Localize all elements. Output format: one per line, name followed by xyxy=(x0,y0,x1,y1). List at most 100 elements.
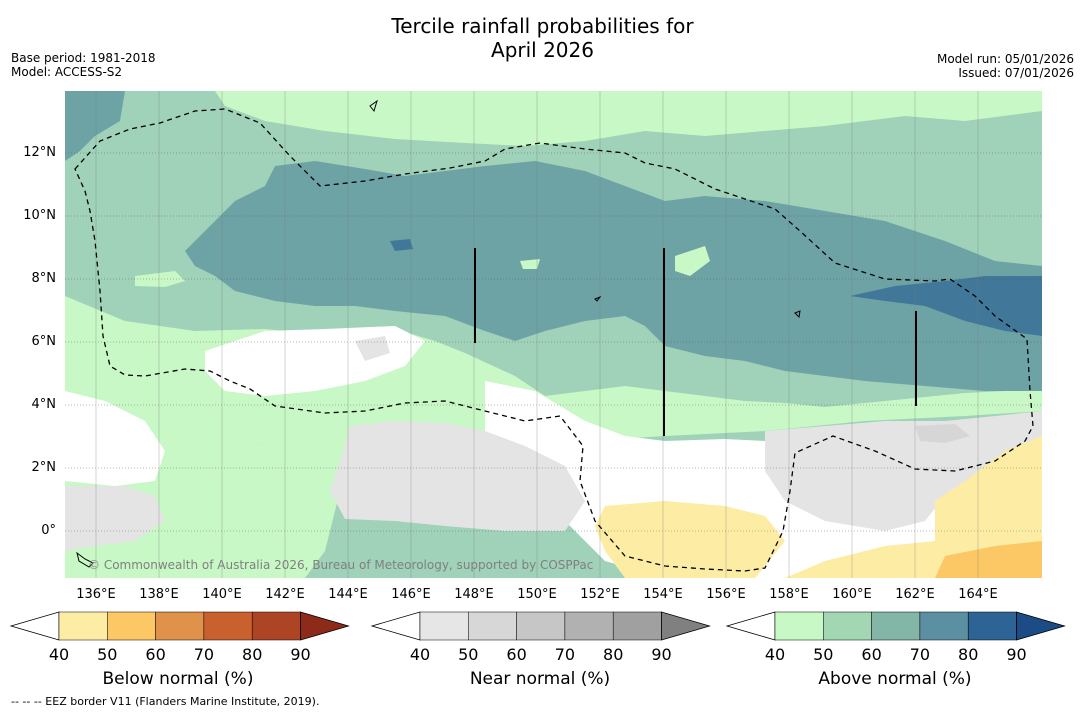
base-period: Base period: 1981-2018 xyxy=(11,51,156,65)
colorbar-extension-high xyxy=(661,611,711,641)
colorbar-segment xyxy=(564,611,614,641)
colorbar-tick-label: 70 xyxy=(910,645,930,664)
colorbar-near-normal: 40 50 60 70 80 90 xyxy=(370,611,711,664)
lat-label-0: 0° xyxy=(41,523,56,538)
colorbar-tick-label: 80 xyxy=(242,645,262,664)
region-near-50-central xyxy=(330,421,585,531)
lon-label-142e: 142°E xyxy=(265,587,305,602)
colorbar-tick-label: 80 xyxy=(603,645,623,664)
title-line-1: Tercile rainfall probabilities for xyxy=(391,14,694,38)
colorbar-above-normal: 40 50 60 70 80 90 xyxy=(725,611,1066,664)
region-above-50-patch3 xyxy=(520,259,540,269)
region-white-southwest xyxy=(65,391,165,486)
colorbar-tick-label: 90 xyxy=(651,645,671,664)
lon-label-156e: 156°E xyxy=(706,587,746,602)
colorbar-tick-label: 50 xyxy=(813,645,833,664)
lon-label-154e: 154°E xyxy=(643,587,683,602)
probability-map xyxy=(65,91,1042,578)
title-line-2: April 2026 xyxy=(491,38,594,62)
lon-label-162e: 162°E xyxy=(895,587,935,602)
colorbar-segment xyxy=(468,611,517,641)
region-near-50-north xyxy=(355,336,390,361)
lat-label-10n: 10°N xyxy=(23,208,56,223)
small-islands xyxy=(76,99,801,568)
colorbar-extension-high xyxy=(300,611,350,641)
colorbar-segment xyxy=(967,611,1017,641)
colorbar-segment xyxy=(251,611,301,641)
lat-label-2n: 2°N xyxy=(31,460,57,475)
colorbar-segment xyxy=(107,611,156,641)
map-title: Tercile rainfall probabilities for April… xyxy=(0,14,1085,62)
colorbar-segment xyxy=(612,611,662,641)
colorbar-tick-label: 40 xyxy=(49,645,69,664)
colorbar-tick-label: 60 xyxy=(861,645,881,664)
legend-title-above: Above normal (%) xyxy=(818,669,972,689)
eez-border xyxy=(74,108,1034,572)
colorbar-tick-label: 90 xyxy=(1006,645,1026,664)
colorbar-segment xyxy=(516,611,566,641)
colorbar-tick-label: 40 xyxy=(765,645,785,664)
colorbar-extension-low xyxy=(370,611,421,641)
island-lines xyxy=(474,248,917,436)
lon-label-160e: 160°E xyxy=(832,587,872,602)
lat-label-6n: 6°N xyxy=(31,334,57,349)
region-near-50-east xyxy=(765,411,1042,531)
lon-label-164e: 164°E xyxy=(958,587,998,602)
region-above-50-patch1 xyxy=(135,271,185,287)
lon-label-152e: 152°E xyxy=(580,587,620,602)
colorbar-extension-low xyxy=(725,611,776,641)
colorbar-segment xyxy=(774,611,824,641)
region-above-70-main xyxy=(185,161,1042,391)
lon-label-136e: 136°E xyxy=(76,587,116,602)
region-above-50-patch2 xyxy=(675,246,710,276)
legend-title-near: Near normal (%) xyxy=(469,669,611,689)
region-above-50-north xyxy=(215,91,1042,146)
colorbar-tick-label: 70 xyxy=(194,645,214,664)
credit-text: © Commonwealth of Australia 2026, Bureau… xyxy=(88,558,594,572)
colorbar-tick-label: 40 xyxy=(410,645,430,664)
region-above-80-patch xyxy=(390,239,413,251)
colorbar-tick-label: 60 xyxy=(506,645,526,664)
colorbar-segment xyxy=(203,611,253,641)
model-name: Model: ACCESS-S2 xyxy=(11,65,123,79)
colorbar-tick-label: 50 xyxy=(458,645,478,664)
region-above-80-east xyxy=(850,276,1042,336)
legend-title-below: Below normal (%) xyxy=(102,669,254,689)
lat-label-12n: 12°N xyxy=(23,145,56,160)
lon-label-140e: 140°E xyxy=(202,587,242,602)
colorbar-extension-high xyxy=(1016,611,1066,641)
model-run: Model run: 05/01/2026 xyxy=(936,52,1074,66)
lon-label-138e: 138°E xyxy=(139,587,179,602)
lat-label-8n: 8°N xyxy=(31,271,57,286)
lat-label-4n: 4°N xyxy=(31,397,57,412)
colorbar-segment xyxy=(155,611,205,641)
region-near-50-west xyxy=(65,486,165,551)
lat-gridlines xyxy=(65,152,1042,532)
colorbar-tick-label: 80 xyxy=(958,645,978,664)
region-near-60-east xyxy=(915,424,970,443)
colorbar-legends: 40 50 60 70 80 90 40 50 60 70 80 90 40 50 60 70 80 90 xyxy=(9,611,1066,664)
colorbar-tick-label: 50 xyxy=(97,645,117,664)
footnote-eez: -- -- -- EEZ border V11 (Flanders Marine… xyxy=(11,695,320,708)
colorbar-extension-low xyxy=(9,611,60,641)
colorbar-segment xyxy=(823,611,872,641)
lon-label-150e: 150°E xyxy=(517,587,557,602)
map-svg xyxy=(65,91,1042,578)
region-above-70-nw xyxy=(65,91,125,161)
colorbar-segment xyxy=(419,611,469,641)
colorbar-tick-label: 70 xyxy=(555,645,575,664)
colorbar-tick-label: 60 xyxy=(145,645,165,664)
meta-left: Base period: 1981-2018 Model: ACCESS-S2 xyxy=(11,51,156,79)
lon-label-158e: 158°E xyxy=(769,587,809,602)
lon-label-146e: 146°E xyxy=(391,587,431,602)
issued-date: Issued: 07/01/2026 xyxy=(958,66,1074,80)
meta-right: Model run: 05/01/2026 Issued: 07/01/2026 xyxy=(937,52,1074,80)
lon-label-148e: 148°E xyxy=(454,587,494,602)
colorbar-segment xyxy=(919,611,969,641)
colorbar-tick-label: 90 xyxy=(290,645,310,664)
lon-label-144e: 144°E xyxy=(328,587,368,602)
region-below-50-south xyxy=(595,501,785,578)
colorbar-segment xyxy=(58,611,108,641)
region-below-60-southeast xyxy=(935,541,1042,578)
colorbar-below-normal: 40 50 60 70 80 90 xyxy=(9,611,350,664)
